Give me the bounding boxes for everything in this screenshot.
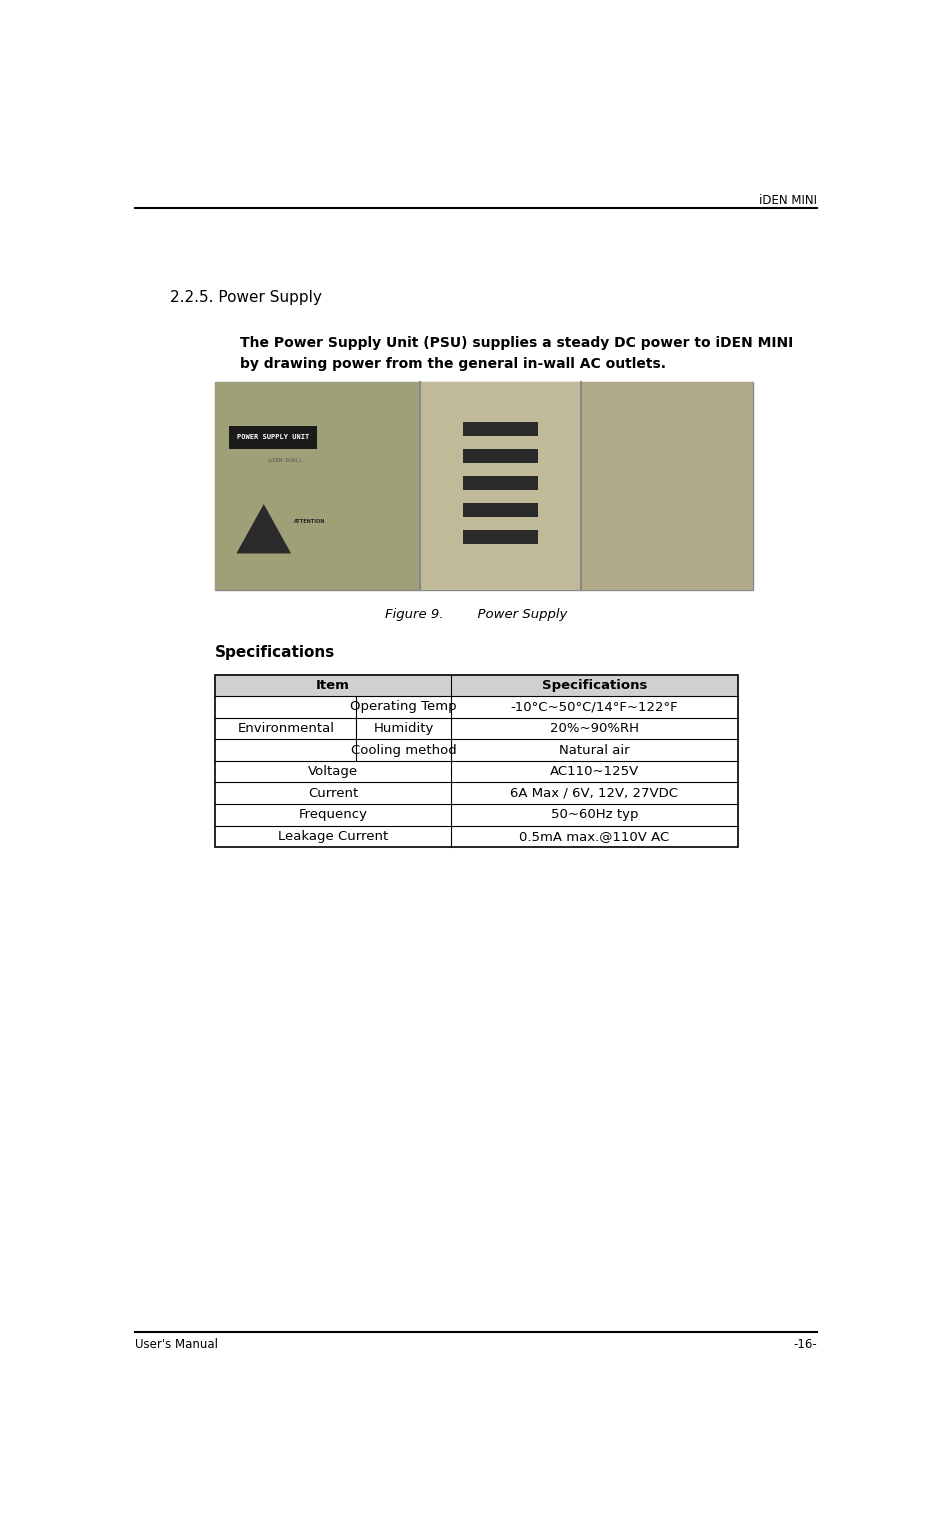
FancyBboxPatch shape [215, 382, 419, 590]
Text: by drawing power from the general in-wall AC outlets.: by drawing power from the general in-wal… [239, 358, 665, 371]
Text: Operating Temp: Operating Temp [350, 700, 457, 714]
Polygon shape [236, 504, 290, 553]
Text: 6A Max / 6V, 12V, 27VDC: 6A Max / 6V, 12V, 27VDC [509, 787, 677, 799]
Text: POWER SUPPLY UNIT: POWER SUPPLY UNIT [237, 434, 309, 440]
FancyBboxPatch shape [462, 449, 537, 463]
FancyBboxPatch shape [462, 422, 537, 435]
Text: 2.2.5. Power Supply: 2.2.5. Power Supply [170, 290, 322, 304]
Text: Leakage Current: Leakage Current [277, 830, 388, 843]
Text: ATTENTION: ATTENTION [293, 520, 325, 524]
FancyBboxPatch shape [462, 503, 537, 516]
Text: AC110~125V: AC110~125V [549, 766, 638, 778]
Text: Figure 9.        Power Supply: Figure 9. Power Supply [384, 608, 567, 622]
Text: Frequency: Frequency [298, 808, 367, 821]
Text: Cooling method: Cooling method [351, 744, 456, 756]
Text: (iDEN-DUAL): (iDEN-DUAL) [267, 458, 303, 463]
Text: 20%~90%RH: 20%~90%RH [549, 723, 638, 735]
Text: 50~60Hz typ: 50~60Hz typ [550, 808, 638, 821]
Text: Specifications: Specifications [541, 678, 646, 692]
FancyBboxPatch shape [580, 382, 753, 590]
Text: Specifications: Specifications [215, 645, 335, 660]
FancyBboxPatch shape [419, 382, 580, 590]
Text: Item: Item [316, 678, 350, 692]
Text: iDEN MINI: iDEN MINI [759, 194, 817, 208]
FancyBboxPatch shape [215, 382, 753, 590]
Text: -10°C~50°C/14°F~122°F: -10°C~50°C/14°F~122°F [510, 700, 677, 714]
Text: The Power Supply Unit (PSU) supplies a steady DC power to iDEN MINI: The Power Supply Unit (PSU) supplies a s… [239, 336, 793, 350]
Text: Current: Current [308, 787, 358, 799]
FancyBboxPatch shape [215, 675, 737, 697]
FancyBboxPatch shape [462, 530, 537, 544]
Text: 0.5mA max.@110V AC: 0.5mA max.@110V AC [519, 830, 669, 843]
FancyBboxPatch shape [462, 475, 537, 490]
Text: Humidity: Humidity [373, 723, 433, 735]
Text: Voltage: Voltage [308, 766, 358, 778]
Text: User's Manual: User's Manual [135, 1339, 218, 1351]
Text: Environmental: Environmental [237, 723, 334, 735]
Text: -16-: -16- [793, 1339, 816, 1351]
Text: Natural air: Natural air [559, 744, 629, 756]
